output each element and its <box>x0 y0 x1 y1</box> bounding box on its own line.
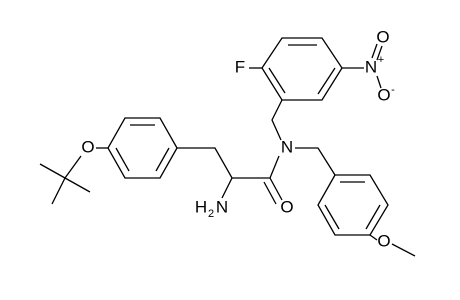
atom-label: H <box>195 197 207 216</box>
atom-label: O <box>376 27 389 46</box>
atom-label: 2 <box>208 208 214 220</box>
atom-label: F <box>235 57 245 76</box>
charge: - <box>391 84 395 96</box>
atom-label: N <box>281 137 293 156</box>
atom-label: O <box>377 231 390 250</box>
atom-label: O <box>81 137 94 156</box>
bonds <box>39 37 416 257</box>
atom-label: N <box>216 197 228 216</box>
atom-label: N <box>365 57 377 76</box>
atom-labels: F N + O O - O H 2 N O N O <box>81 27 395 250</box>
atom-label: O <box>377 85 390 104</box>
atom-label: O <box>280 197 293 216</box>
charge: + <box>378 54 384 66</box>
